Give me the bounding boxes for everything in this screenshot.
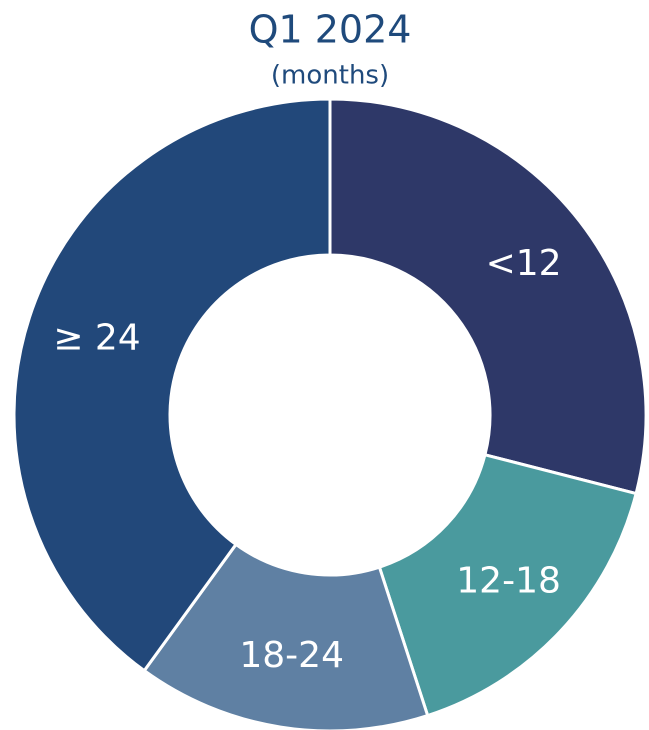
chart-subtitle: (months) [271,61,389,91]
donut-segment [12,97,332,673]
segment-label: <12 [486,243,562,284]
segment-label: 18-24 [239,635,344,676]
donut-segment [328,97,648,496]
segment-label: ≥ 24 [53,317,140,358]
donut-segment [142,542,430,730]
chart-title: Q1 2024 [249,8,412,52]
donut-segment [377,452,638,718]
segment-label: 12-18 [456,561,561,602]
